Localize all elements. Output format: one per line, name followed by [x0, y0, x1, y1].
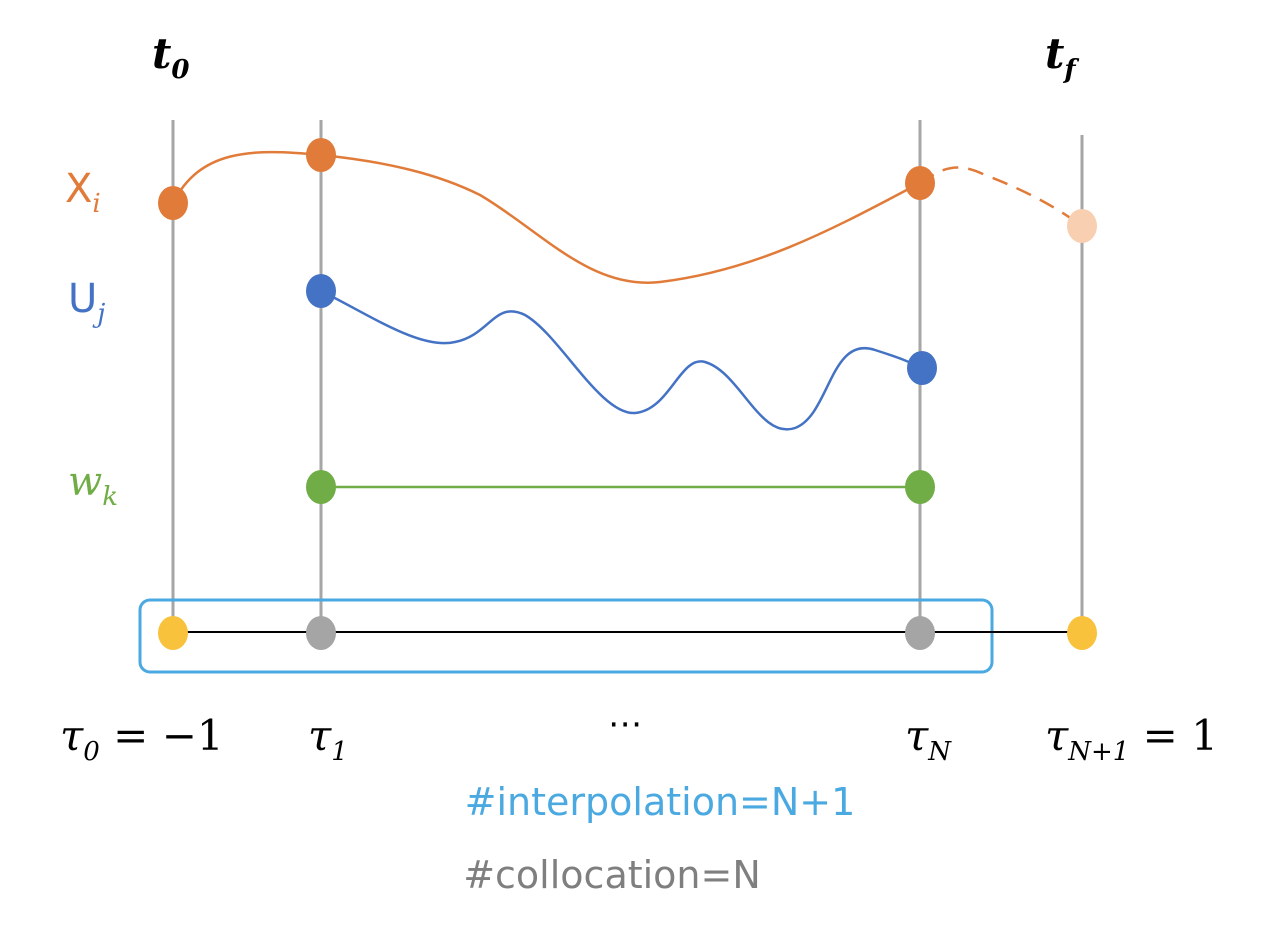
nodes — [158, 138, 1097, 650]
endpoint-node — [1067, 616, 1097, 650]
state-point — [306, 138, 336, 172]
state-extrapolation — [919, 166, 1083, 228]
label-base: t — [152, 29, 171, 78]
state-curve — [171, 150, 921, 284]
label-base: w — [68, 459, 102, 505]
label-sub: 0 — [83, 737, 100, 767]
time-label: t0 — [152, 29, 190, 85]
state-point — [905, 166, 935, 200]
endpoint-node — [158, 616, 188, 650]
label-base: U — [68, 276, 97, 322]
weight-point — [306, 470, 336, 504]
collocation-node — [306, 616, 336, 650]
label-sub: i — [92, 189, 100, 219]
variable-label: Uj — [68, 276, 105, 329]
label-base: X — [65, 166, 92, 212]
label-base: τ — [60, 711, 84, 760]
label-rest: = −1 — [100, 711, 224, 760]
label-sub: 0 — [171, 55, 189, 85]
label-sub: 1 — [331, 737, 348, 767]
state-point-final — [1067, 209, 1097, 243]
label-sub: N — [927, 737, 952, 767]
node-label: τN+1 = 1 — [1045, 711, 1218, 767]
control-point — [907, 351, 937, 385]
ellipsis: ⋯ — [608, 704, 642, 744]
time-label: tf — [1045, 29, 1079, 85]
label-base: t — [1045, 29, 1064, 78]
state-point — [158, 186, 188, 220]
weight-point — [905, 470, 935, 504]
label-sub: k — [102, 482, 118, 512]
interpolation-note: #interpolation=N+1 — [465, 780, 856, 824]
node-label: τN — [905, 711, 952, 767]
label-base: τ — [308, 711, 332, 760]
control-curve — [320, 289, 923, 431]
variable-label: Xi — [65, 166, 101, 219]
label-sub: N+1 — [1067, 737, 1129, 767]
collocation-note: #collocation=N — [463, 853, 761, 897]
label-base: τ — [905, 711, 929, 760]
label-base: τ — [1045, 711, 1069, 760]
control-point — [306, 274, 336, 308]
interpolation-box — [138, 598, 994, 674]
node-label: τ1 — [308, 711, 348, 767]
label-sub: f — [1062, 55, 1079, 85]
time-lines — [171, 120, 1084, 632]
label-rest: = 1 — [1129, 711, 1218, 760]
node-label: τ0 = −1 — [60, 711, 224, 767]
collocation-node — [905, 616, 935, 650]
variable-label: wk — [68, 459, 118, 512]
